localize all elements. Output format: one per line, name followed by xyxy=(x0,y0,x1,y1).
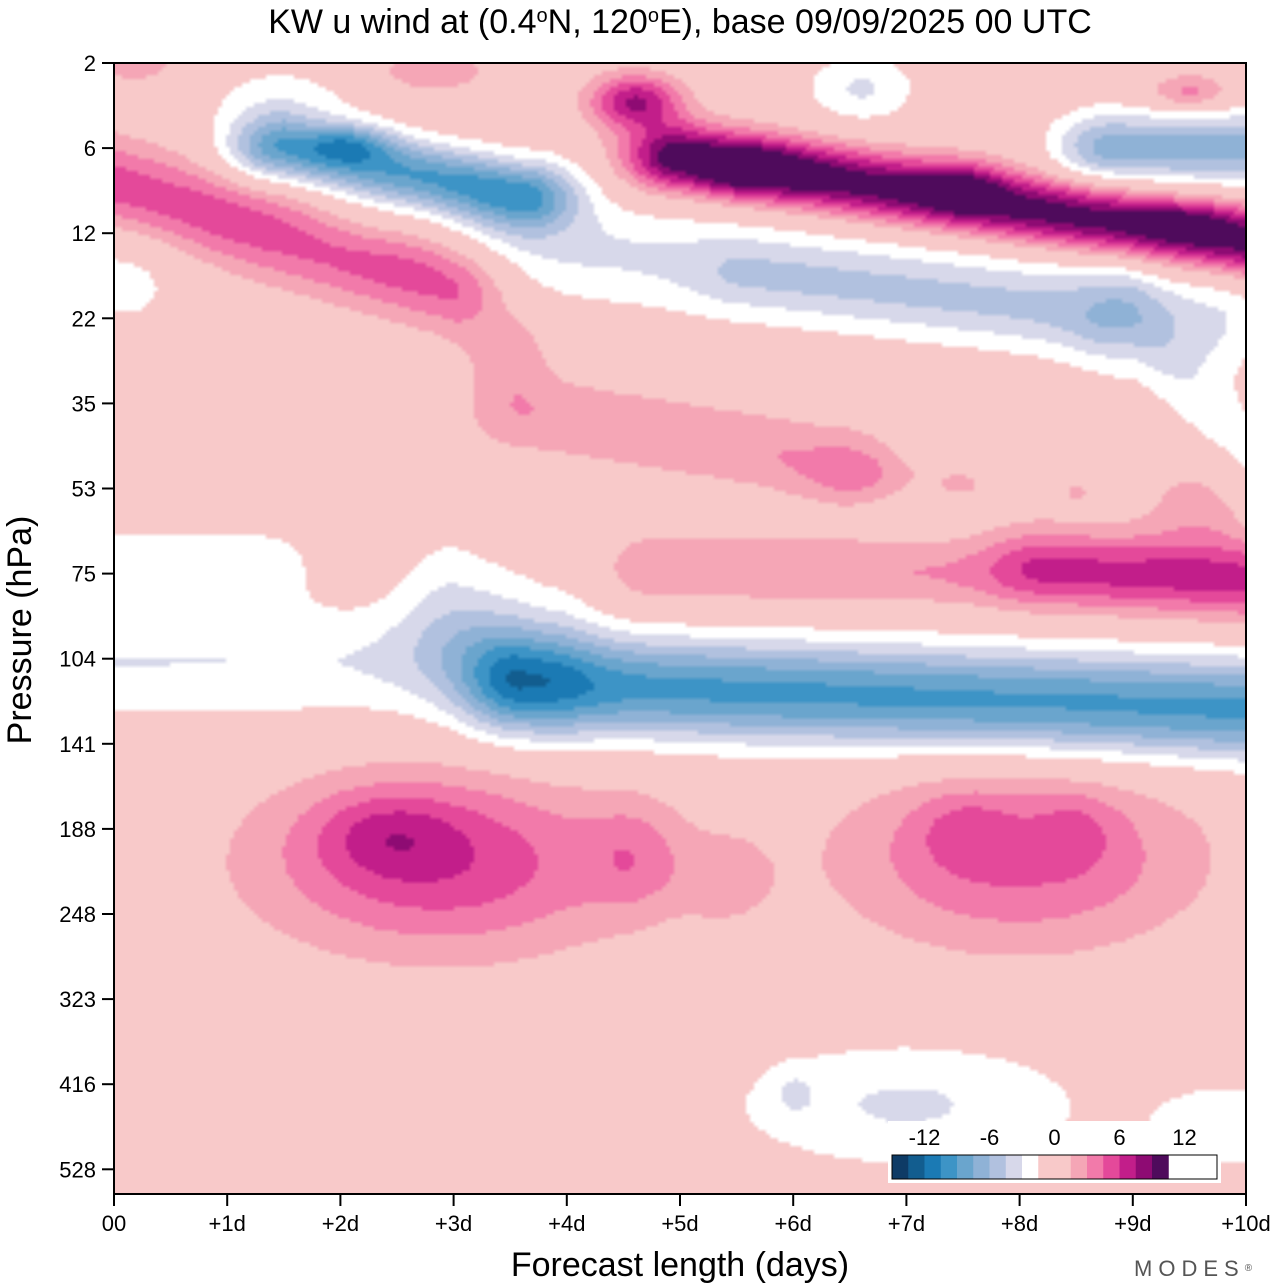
y-axis-title: Pressure (hPa) xyxy=(1,516,39,745)
y-tick-label: 141 xyxy=(59,732,96,757)
plot-area: -12 -6 0 6 12 xyxy=(113,62,1247,1195)
brand-logo: MODES® xyxy=(1134,1256,1258,1281)
y-tick-label: 2 xyxy=(84,51,96,76)
y-tick-label: 323 xyxy=(59,987,96,1012)
x-tick-label: 00 xyxy=(102,1211,126,1236)
colorbar-swatch xyxy=(1038,1155,1072,1179)
colorbar-swatch xyxy=(924,1155,942,1179)
x-axis-title: Forecast length (days) xyxy=(511,1246,849,1284)
y-tick-label: 53 xyxy=(72,477,96,502)
colorbar-swatch xyxy=(1087,1155,1104,1179)
x-tick-label: +1d xyxy=(209,1211,246,1236)
colorbar-swatch xyxy=(957,1155,974,1179)
x-tick-label: +7d xyxy=(888,1211,925,1236)
y-tick-label: 6 xyxy=(84,136,96,161)
x-tick-label: +9d xyxy=(1114,1211,1151,1236)
x-tick-label: +6d xyxy=(775,1211,812,1236)
colorbar-swatch xyxy=(1135,1155,1153,1179)
y-tick-label: 248 xyxy=(59,902,96,927)
x-tick-label: +3d xyxy=(435,1211,472,1236)
y-tick-label: 75 xyxy=(72,562,96,587)
colorbar-swatch xyxy=(908,1155,925,1179)
x-tick-label: +10d xyxy=(1221,1211,1271,1236)
colorbar-swatch xyxy=(1103,1155,1120,1179)
y-tick-label: 22 xyxy=(72,306,96,331)
y-tick-label: 528 xyxy=(59,1157,96,1182)
colorbar-swatch xyxy=(1070,1155,1088,1179)
chart-title: KW u wind at (0.4oN, 120oE), base 09/09/… xyxy=(268,3,1092,41)
colorbar-swatch xyxy=(892,1155,909,1179)
colorbar-label: -6 xyxy=(980,1125,1000,1150)
y-tick-label: 188 xyxy=(59,817,96,842)
x-tick-label: +4d xyxy=(548,1211,585,1236)
x-tick-label: +2d xyxy=(322,1211,359,1236)
colorbar-swatch xyxy=(1022,1155,1039,1179)
contour-field xyxy=(114,63,1246,1194)
colorbar-label: -12 xyxy=(909,1125,941,1150)
y-tick-label: 12 xyxy=(72,221,96,246)
colorbar-swatch xyxy=(989,1155,1007,1179)
colorbar-label: 6 xyxy=(1113,1125,1125,1150)
colorbar-label: 12 xyxy=(1172,1125,1196,1150)
y-tick-label: 416 xyxy=(59,1072,96,1097)
y-tick-label: 35 xyxy=(72,391,96,416)
colorbar-swatch xyxy=(973,1155,990,1179)
colorbar-swatch xyxy=(1005,1155,1023,1179)
x-axis: 00 +1d +2d +3d +4d +5d +6d +7d +8d +9d +10d xyxy=(102,1194,1271,1236)
x-tick-label: +8d xyxy=(1001,1211,1038,1236)
colorbar: -12 -6 0 6 12 xyxy=(888,1121,1221,1183)
colorbar-label: 0 xyxy=(1048,1125,1060,1150)
colorbar-swatch xyxy=(1119,1155,1137,1179)
y-tick-label: 104 xyxy=(59,647,96,672)
colorbar-frame xyxy=(891,1154,1218,1180)
colorbar-swatch xyxy=(940,1155,958,1179)
colorbar-swatch xyxy=(1152,1155,1169,1179)
x-tick-label: +5d xyxy=(661,1211,698,1236)
y-axis: 2 6 12 22 35 53 75 104 141 188 248 323 416 528 xyxy=(59,51,114,1182)
